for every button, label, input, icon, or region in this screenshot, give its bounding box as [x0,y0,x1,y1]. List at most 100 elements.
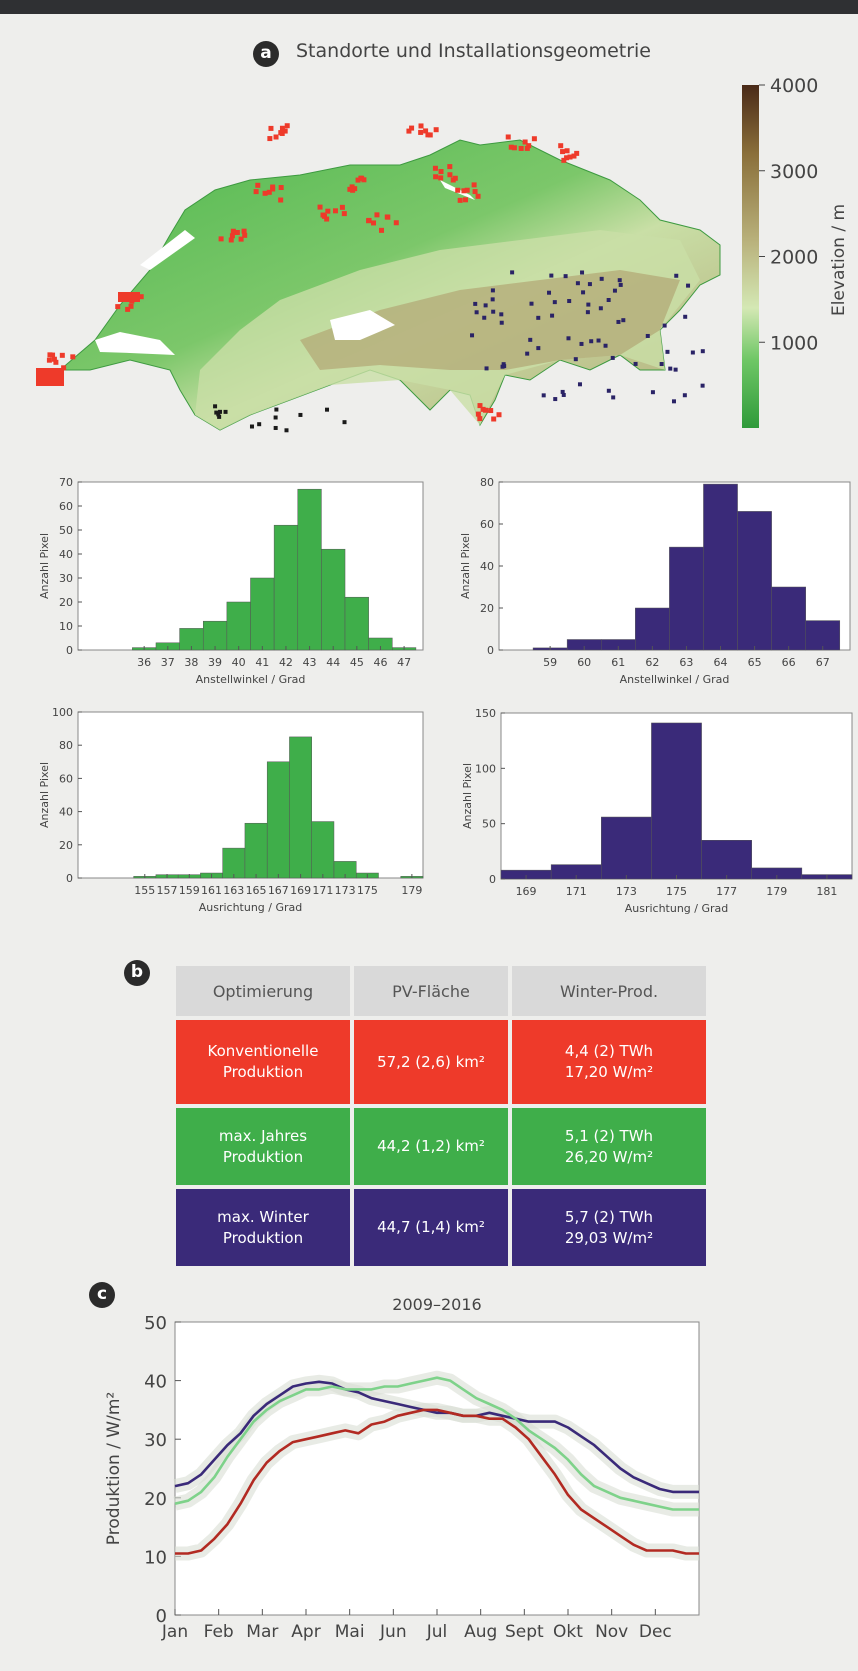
site-conventional [477,403,483,409]
site-conventional [359,175,365,181]
site-winter [342,420,347,425]
glacier-region [330,310,395,340]
colorbar-ticks: 4000 3000 2000 1000 [759,75,818,354]
y-tick-label: 0 [489,873,496,886]
x-tick-label: 175 [666,885,687,898]
site-winter [573,357,578,362]
site-conventional [324,216,330,222]
x-tick-label: 163 [223,884,244,897]
site-conventional [255,182,261,188]
x-tick-label: Apr [291,1622,320,1642]
site-conventional [526,143,532,149]
site-winter [552,300,557,305]
y-tick-label: 20 [59,596,73,609]
site-winter [536,315,541,320]
x-tick-label: 179 [766,885,787,898]
site-conventional [59,352,65,358]
header-pv-flaeche: PV-Fläche [354,966,508,1016]
site-winter [659,362,664,367]
site-winter [566,336,571,341]
header-optimierung: Optimierung [176,966,350,1016]
x-tick-label: 40 [232,656,246,669]
site-conventional [347,186,353,192]
row-prod-line2: 29,03 W/m² [564,1228,654,1247]
installation-sites [36,123,705,433]
y-tick-label: 30 [59,572,73,585]
site-winter [525,351,530,356]
x-tick-label: Jan [161,1622,188,1642]
y-tick-label: 40 [144,1372,167,1393]
site-conventional [452,175,458,181]
site-conventional [447,172,453,178]
x-tick-label: Feb [204,1622,234,1642]
x-tick-label: 44 [326,656,340,669]
x-axis-label: Anstellwinkel / Grad [620,673,730,686]
site-winter [587,282,592,287]
x-tick-label: 64 [714,656,728,669]
site-winter [577,382,582,387]
site-winter [482,315,487,320]
x-tick-label: Jul [426,1622,448,1642]
site-winter [617,278,622,283]
site-conventional [472,189,478,195]
x-tick-label: 47 [397,656,411,669]
row-prod-line2: 17,20 W/m² [564,1063,654,1081]
site-conventional [278,197,284,203]
x-axis-label: Anstellwinkel / Grad [196,673,306,686]
y-tick-label: 10 [59,620,73,633]
row-area-cell: 44,7 (1,4) km² [354,1189,508,1266]
row-name-cell: max. Jahres Produktion [176,1108,350,1185]
y-tick-label: 20 [59,839,73,852]
x-tick-label: Okt [553,1622,583,1642]
histogram-bar [289,736,312,879]
site-conventional [284,123,290,129]
site-winter [585,310,590,315]
x-tick-label: 43 [303,656,317,669]
site-conventional [564,155,570,161]
histogram-bar [703,483,738,651]
y-axis-label: Anzahl Pixel [38,533,51,599]
site-winter [216,412,221,417]
site-winter [618,282,623,287]
row-area-cell: 57,2 (2,6) km² [354,1020,508,1104]
row-name-line2: Produktion [222,1228,304,1247]
x-tick-label: 177 [716,885,737,898]
top-bar [0,0,858,14]
x-tick-label: 157 [157,884,178,897]
switzerland-elevation-map: 4000 3000 2000 1000 Elevation / m [36,75,849,433]
x-tick-label: 167 [268,884,289,897]
site-winter [662,323,667,328]
site-conventional [508,144,514,150]
site-conventional [560,149,566,155]
site-conventional [447,164,453,170]
row-prod-line1: 4,4 (2) TWh [564,1042,654,1060]
y-tick-label: 150 [475,707,496,720]
histogram-tilt-winter: 0 20 40 60 80 59 60 61 62 63 64 65 66 67 Anstellwinkel… [459,476,851,686]
site-winter [645,333,650,338]
chart-title: 2009–2016 [392,1295,481,1314]
site-conventional [218,236,224,242]
y-tick-label: 30 [144,1430,167,1451]
site-conventional [50,352,56,358]
y-tick-label: 0 [156,1606,167,1627]
site-winter [273,425,278,430]
site-conventional [230,228,236,234]
site-conventional [561,157,567,163]
table-row-conventional: Konventionelle Produktion 57,2 (2,6) km² … [176,1020,706,1104]
site-conventional [385,214,391,220]
site-conventional [558,143,564,149]
site-winter [484,366,489,371]
x-tick-label: 165 [246,884,267,897]
x-tick-label: 62 [645,656,659,669]
y-tick-label: 100 [52,706,73,719]
colorbar-tick-label: 1000 [770,332,818,354]
site-conventional [115,304,121,310]
x-tick-label: 61 [611,656,625,669]
x-tick-label: 65 [748,656,762,669]
site-conventional [352,186,358,192]
row-prod-line2: 26,20 W/m² [564,1147,654,1166]
site-conventional [279,125,285,131]
x-tick-label: 63 [679,656,693,669]
row-area-cell: 44,2 (1,2) km² [354,1108,508,1185]
x-tick-label: 181 [816,885,837,898]
